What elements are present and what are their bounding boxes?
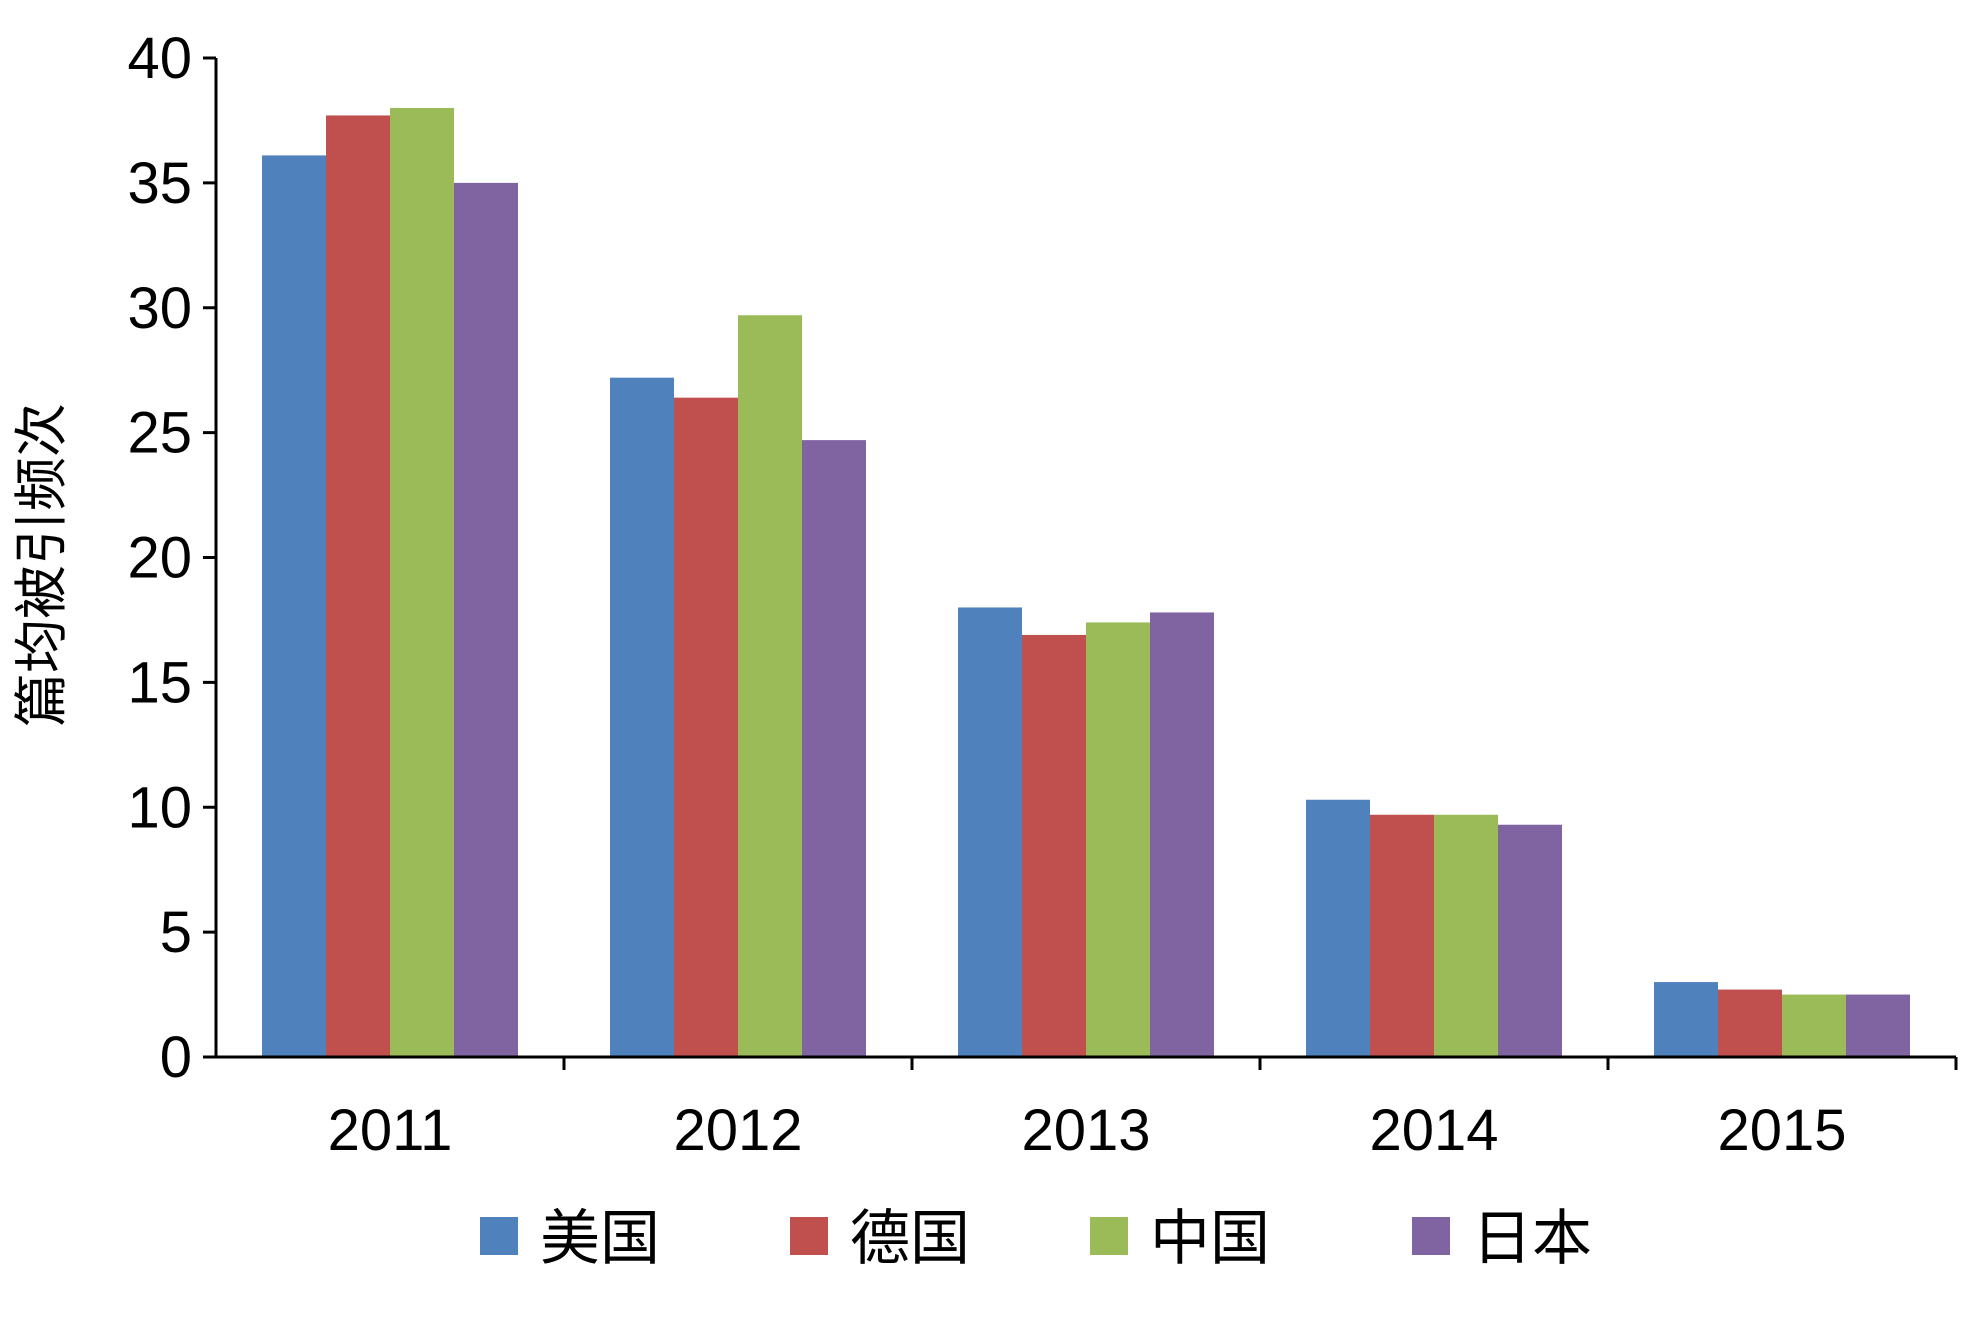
bar-2015-2 [1718,989,1782,1057]
bar-2011-3 [390,107,454,1057]
bar-2014-3 [1434,814,1498,1057]
bar-2015-4 [1846,994,1910,1057]
y-axis-ticks: 0 5 10 15 20 25 30 35 40 [127,26,216,1090]
y-tick-label: 40 [127,26,192,91]
x-tick-label: 2013 [1021,1098,1150,1163]
legend-swatch-1 [480,1217,518,1255]
legend-label-3: 中国 [1150,1204,1270,1274]
y-tick-label: 20 [127,526,192,591]
bar-2015-3 [1782,994,1846,1057]
x-tick-label: 2014 [1369,1098,1498,1163]
bars [262,107,1910,1058]
bar-2011-2 [326,115,390,1057]
legend-label-1: 美国 [540,1204,660,1274]
bar-2012-1 [610,377,674,1057]
y-tick-label: 10 [127,775,192,840]
y-tick-label: 15 [127,650,192,715]
bar-2011-4 [454,182,518,1057]
legend-swatch-4 [1412,1217,1450,1255]
bar-2012-2 [674,397,738,1057]
x-tick-label: 2012 [673,1098,802,1163]
bar-2011-1 [262,155,326,1058]
legend-label-4: 日本 [1472,1204,1592,1274]
bar-2012-4 [802,440,866,1057]
legend-label-2: 德国 [850,1204,970,1274]
bar-2013-1 [958,607,1022,1057]
bar-2012-3 [738,315,802,1057]
bar-2013-3 [1086,622,1150,1057]
y-tick-label: 0 [160,1025,192,1090]
y-tick-label: 5 [160,900,192,965]
legend-swatch-3 [1090,1217,1128,1255]
bar-2015-1 [1654,982,1718,1057]
legend-swatch-2 [790,1217,828,1255]
legend: 美国 德国 中国 日本 [480,1204,1592,1274]
y-tick-label: 25 [127,401,192,466]
y-axis-title: 篇均被引频次 [10,403,73,727]
y-tick-label: 30 [127,276,192,341]
bar-2013-4 [1150,612,1214,1057]
bar-2014-2 [1370,814,1434,1057]
bar-2013-2 [1022,634,1086,1057]
x-tick-label: 2011 [328,1098,453,1163]
bar-2014-4 [1498,824,1562,1057]
x-axis-ticks: 2011 2012 2013 2014 2015 [328,1057,1958,1163]
bar-2014-1 [1306,799,1370,1057]
y-tick-label: 35 [127,151,192,216]
x-tick-label: 2015 [1717,1098,1846,1163]
